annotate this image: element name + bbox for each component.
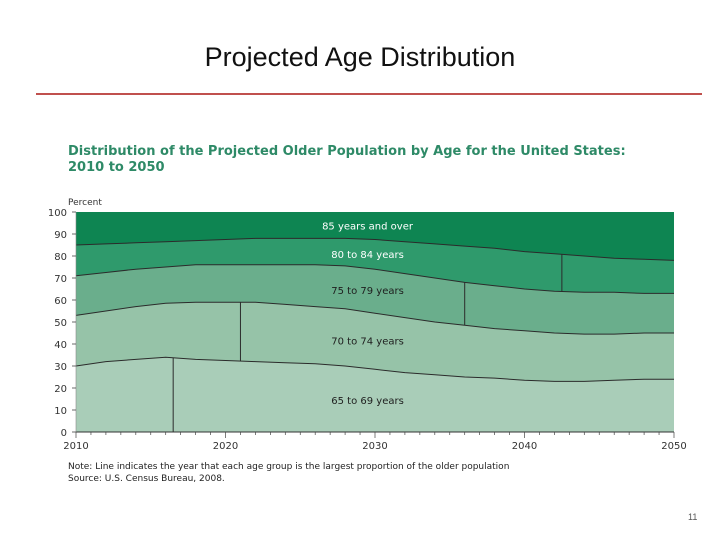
series-label-85-years-and-over: 85 years and over [322, 222, 414, 233]
y-tick-label: 50 [54, 318, 67, 329]
boundary-75-to-79-years [75, 264, 674, 294]
series-label-65-to-69-years: 65 to 69 years [331, 396, 404, 407]
x-tick-label: 2030 [362, 441, 387, 452]
area-70-to-74-years [76, 302, 674, 382]
series-labels: 65 to 69 years 70 to 74 years 75 to 79 yea… [322, 222, 414, 408]
y-tick-label: 90 [54, 230, 67, 241]
x-tick-label: 2050 [661, 441, 686, 452]
chart-source: Source: U.S. Census Bureau, 2008. [68, 474, 225, 484]
series-areas [76, 212, 674, 432]
series-label-70-to-74-years: 70 to 74 years [331, 336, 404, 347]
y-tick-label: 60 [54, 296, 67, 307]
page-number: 11 [688, 512, 698, 522]
series-label-75-to-79-years: 75 to 79 years [331, 286, 404, 297]
y-tick-label: 40 [54, 340, 67, 351]
y-tick-label: 70 [54, 274, 67, 285]
y-tick-label: 0 [61, 428, 67, 439]
area-80-to-84-years [76, 238, 674, 294]
y-tick-label: 20 [54, 384, 67, 395]
series-boundaries [75, 237, 675, 382]
x-tick-label: 2020 [213, 441, 238, 452]
peak-year-markers [172, 254, 563, 432]
slide-title: Projected Age Distribution [204, 42, 516, 72]
x-tick-label: 2010 [63, 441, 88, 452]
boundary-80-to-84-years [75, 237, 675, 261]
area-75-to-79-years [76, 264, 674, 335]
y-tick-label: 10 [54, 406, 67, 417]
title-divider [36, 93, 702, 95]
x-tick-label: 2040 [512, 441, 537, 452]
y-tick-label: 80 [54, 252, 67, 263]
chart-title-line-1: Distribution of the Projected Older Popu… [68, 144, 626, 159]
y-tick-label: 30 [54, 362, 67, 373]
area-85-years-and-over [76, 212, 674, 261]
area-65-to-69-years [76, 357, 674, 432]
series-label-80-to-84-years: 80 to 84 years [331, 250, 404, 261]
chart-title-line-2: 2010 to 2050 [68, 160, 165, 175]
y-axis-label: Percent [68, 198, 102, 208]
chart-note: Note: Line indicates the year that each … [68, 462, 510, 472]
chart-title: Distribution of the Projected Older Popu… [68, 144, 626, 176]
y-tick-label: 100 [48, 208, 67, 219]
chart-footnote: Note: Line indicates the year that each … [68, 461, 509, 485]
boundary-70-to-74-years [75, 301, 674, 335]
boundary-65-to-69-years [75, 356, 674, 382]
